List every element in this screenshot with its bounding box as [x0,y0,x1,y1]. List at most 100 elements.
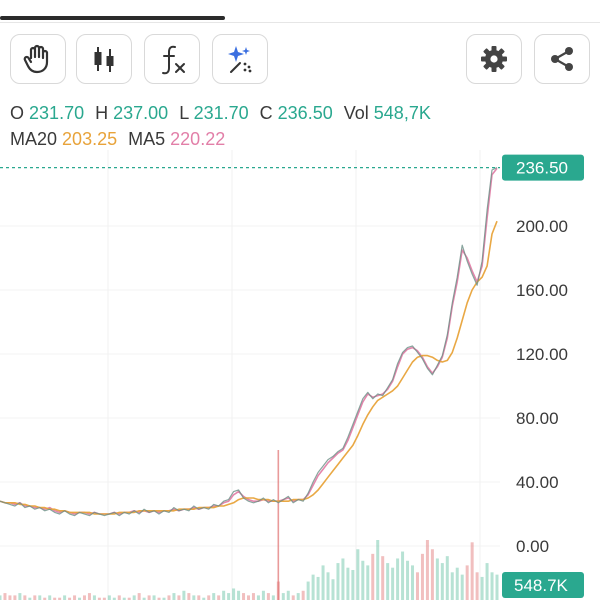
volume-bar [366,565,370,600]
volume-bar [147,595,151,600]
price-badges: 236.50 548.7K [502,154,584,598]
volume-bar [212,593,216,600]
volume-bar [326,572,330,600]
volume-bar [346,567,350,600]
volume-bar [435,558,439,600]
volume-bar [286,590,290,600]
volume-bar [411,565,415,600]
volume-bar [8,595,12,600]
volume-bar [207,595,211,600]
ohlc-row: O 231.70 H 237.00 L 231.70 C 236.50 Vol … [10,100,431,126]
status-bar [0,0,600,24]
volume-bar [470,542,474,600]
volume-bar [321,565,325,600]
volume-bar [162,597,166,600]
close-label: C [259,103,273,123]
volume-label: Vol [343,103,369,123]
volume-bar [157,597,161,600]
y-tick-label: 160.00 [516,281,568,300]
function-icon [155,42,189,76]
volume-bar [381,556,385,600]
volume-bar [351,570,355,600]
volume-bar [341,558,345,600]
high-value: 237.00 [113,103,169,123]
volume-bar [28,597,32,600]
volume-bar [112,597,116,600]
hand-icon [21,42,55,76]
volume-bar [82,595,86,600]
volume-bar [63,595,67,600]
volume-bar [291,595,295,600]
volume-bar [43,597,47,600]
volume-bar [182,590,186,600]
volume-bar [192,595,196,600]
price-chart[interactable]: 200.00 160.00 120.00 80.00 40.00 0.00 236.50 5… [0,150,600,600]
volume-bar [187,593,191,600]
chart-type-button[interactable] [76,34,132,84]
volume-bar [440,563,444,600]
volume-bar [406,560,410,600]
volume-bar [391,567,395,600]
share-button[interactable] [534,34,590,84]
volume-bars [0,450,499,600]
y-tick-label: 80.00 [516,409,559,428]
ai-assist-button[interactable] [212,34,268,84]
drawing-tool-button[interactable] [10,34,66,84]
volume-bar [23,595,27,600]
volume-bar [485,563,489,600]
ma5-label: MA5 [128,129,166,149]
volume-bar [261,590,265,600]
volume-bar [117,595,121,600]
volume-bar [107,595,111,600]
volume-bar [242,593,246,600]
volume-bar [0,595,2,600]
volume-bar [251,593,255,600]
volume-bar [386,563,390,600]
y-tick-label: 200.00 [516,217,568,236]
volume-bar [97,597,101,600]
volume-bar [371,553,375,600]
settings-button[interactable] [466,34,522,84]
volume-bar [202,597,206,600]
volume-bar [78,597,82,600]
volume-bar [445,556,449,600]
chart-grid [0,150,500,600]
header-divider [0,22,600,23]
volume-bar [13,595,17,600]
y-tick-label: 40.00 [516,473,559,492]
volume-bar [311,574,315,600]
volume-bar [361,560,365,600]
volume-bar [38,595,42,600]
volume-bar [33,595,37,600]
volume-bar [197,595,201,600]
volume-bar [336,563,340,600]
volume-bar [306,581,310,600]
volume-bar [455,567,459,600]
volume-bar [401,551,405,600]
volume-badge-label: 548.7K [514,576,569,595]
volume-bar [3,593,7,600]
volume-bar [227,593,231,600]
volume-bar [415,572,419,600]
volume-bar [301,590,305,600]
volume-bar [475,572,479,600]
volume-bar [430,549,434,600]
volume-bar [217,595,221,600]
volume-bar [102,597,106,600]
page-indicator [0,16,225,20]
volume-bar [281,593,285,600]
volume-bar [18,593,22,600]
volume-bar [132,595,136,600]
ma-row: MA20 203.25 MA5 220.22 [10,126,431,152]
volume-bar [420,553,424,600]
volume-bar [48,595,52,600]
volume-badge [502,572,584,598]
volume-bar [167,595,171,600]
volume-bar [58,597,62,600]
volume-bar [460,574,464,600]
volume-bar [232,588,236,600]
indicators-button[interactable] [144,34,200,84]
y-tick-label: 0.00 [516,537,549,556]
y-axis: 200.00 160.00 120.00 80.00 40.00 0.00 [516,217,568,556]
high-label: H [95,103,109,123]
